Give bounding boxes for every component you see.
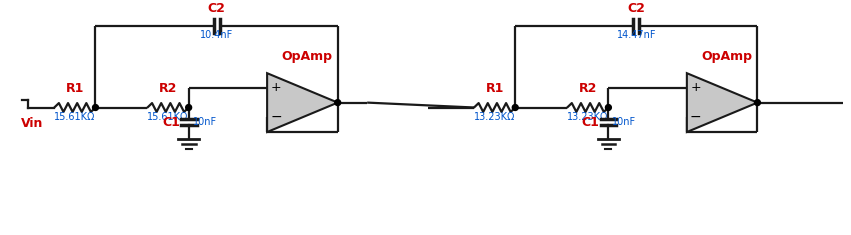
Text: R1: R1 xyxy=(66,82,84,95)
Text: −: − xyxy=(270,110,282,124)
Text: Vin: Vin xyxy=(21,117,43,130)
Text: C1: C1 xyxy=(162,116,180,129)
Circle shape xyxy=(755,100,761,106)
Text: 10.4nF: 10.4nF xyxy=(200,30,233,40)
Text: R2: R2 xyxy=(579,82,597,95)
Text: R2: R2 xyxy=(159,82,177,95)
Text: 10nF: 10nF xyxy=(613,117,637,127)
Text: −: − xyxy=(690,110,701,124)
Text: R1: R1 xyxy=(485,82,504,95)
Text: +: + xyxy=(271,81,281,94)
Text: 10nF: 10nF xyxy=(192,117,217,127)
Text: 14.47nF: 14.47nF xyxy=(617,30,656,40)
Text: +: + xyxy=(690,81,701,94)
Text: OpAmp: OpAmp xyxy=(282,50,333,63)
Circle shape xyxy=(93,105,99,110)
Text: C2: C2 xyxy=(627,2,645,15)
Circle shape xyxy=(334,100,340,106)
Text: 13.23KΩ: 13.23KΩ xyxy=(474,112,516,122)
Polygon shape xyxy=(687,73,757,132)
Text: 15.61KΩ: 15.61KΩ xyxy=(54,112,95,122)
Circle shape xyxy=(186,105,191,110)
Circle shape xyxy=(512,105,518,110)
Text: C1: C1 xyxy=(582,116,600,129)
Text: C2: C2 xyxy=(208,2,226,15)
Text: 15.61KΩ: 15.61KΩ xyxy=(147,112,189,122)
Polygon shape xyxy=(267,73,338,132)
Text: 13.23KΩ: 13.23KΩ xyxy=(567,112,608,122)
Text: OpAmp: OpAmp xyxy=(701,50,752,63)
Circle shape xyxy=(605,105,611,110)
